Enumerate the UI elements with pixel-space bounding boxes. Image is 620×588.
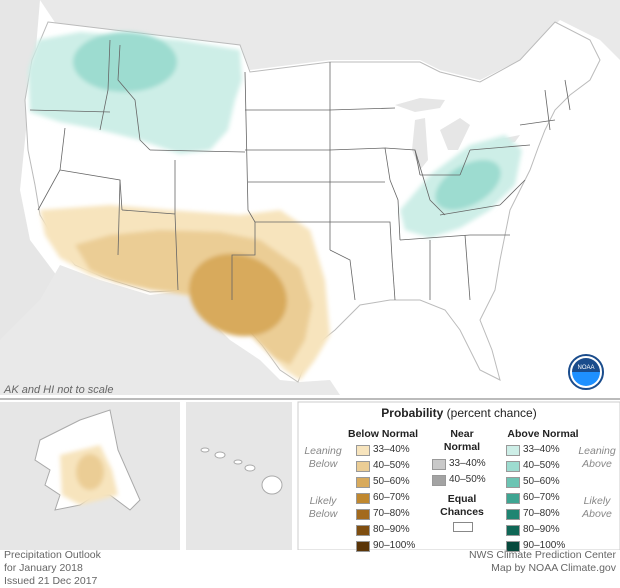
above-normal-swatch — [506, 525, 520, 536]
outlook-issued-date: Issued 21 Dec 2017 — [4, 575, 98, 587]
hawaii-islands — [200, 447, 283, 495]
near-normal-label: 40–50% — [449, 474, 486, 485]
equal-chances-line1: Equal — [447, 493, 477, 505]
above-normal-label: 40–50% — [523, 460, 560, 471]
likely-below-line1: Likely — [309, 495, 337, 507]
below-normal-label: 80–90% — [373, 524, 410, 535]
likely-below-label: Likely Below — [298, 495, 348, 521]
legend-title-rest: (percent chance) — [446, 406, 537, 420]
above-normal-swatch — [506, 541, 520, 552]
above-normal-swatch — [506, 509, 520, 520]
inset-divider — [0, 398, 620, 400]
below-normal-label: 60–70% — [373, 492, 410, 503]
above-normal-label: 70–80% — [523, 508, 560, 519]
equal-chances-swatch — [453, 522, 473, 532]
above-normal-swatch — [506, 461, 520, 472]
above-normal-swatch — [506, 477, 520, 488]
below-normal-label: 70–80% — [373, 508, 410, 519]
likely-above-label: Likely Above — [574, 495, 620, 521]
below-normal-label: 40–50% — [373, 460, 410, 471]
above-normal-label: 33–40% — [523, 444, 560, 455]
above-normal-label: 90–100% — [523, 540, 566, 551]
outlook-title-line1: Precipitation Outlook — [4, 549, 101, 561]
outlook-title: Precipitation Outlook for January 2018 I… — [4, 549, 101, 588]
leaning-above-line2: Above — [582, 458, 612, 470]
credit-cpc: NWS Climate Prediction Center — [468, 549, 616, 561]
above-normal-label: 80–90% — [523, 524, 560, 535]
above-normal-swatch — [506, 493, 520, 504]
legend-title-bold: Probability — [381, 406, 444, 420]
nw-above-40-50 — [73, 32, 177, 92]
outlook-title-line2: for January 2018 — [4, 562, 83, 574]
legend: Probability (percent chance) Below Norma… — [298, 402, 620, 552]
state-borders — [29, 39, 571, 301]
credits: NWS Climate Prediction Center Map by NOA… — [469, 549, 616, 575]
likely-above-line2: Above — [582, 508, 612, 520]
noaa-logo-text: NOAA — [577, 365, 594, 371]
below-normal-swatch — [356, 445, 370, 456]
leaning-above-label: Leaning Above — [574, 445, 620, 471]
near-normal-swatch — [432, 475, 446, 486]
above-normal-header: Above Normal — [507, 428, 579, 440]
likely-above-line1: Likely — [583, 495, 611, 507]
below-normal-swatch — [356, 461, 370, 472]
tx-below-50-60 — [189, 253, 287, 337]
hawaii-panel — [186, 402, 292, 550]
below-normal-swatch — [356, 509, 370, 520]
equal-chances-line2: Chances — [440, 506, 484, 518]
equal-chances-label: Equal Chances — [432, 493, 492, 519]
near-normal-label: 33–40% — [449, 458, 486, 469]
leaning-below-line1: Leaning — [304, 445, 342, 457]
footer-band — [0, 550, 620, 585]
likely-below-line2: Below — [308, 508, 338, 520]
alaska-below-40-50 — [76, 454, 104, 490]
leaning-below-label: Leaning Below — [298, 445, 348, 471]
below-normal-header: Below Normal — [347, 428, 418, 440]
below-normal-swatch — [356, 541, 370, 552]
credit-climate-gov: Map by NOAA Climate.gov — [491, 562, 616, 574]
above-normal-swatch — [506, 445, 520, 456]
leaning-below-line2: Below — [308, 458, 338, 470]
near-normal-header-line2: Normal — [443, 441, 481, 453]
below-normal-label: 50–60% — [373, 476, 410, 487]
canada-land — [40, 0, 620, 80]
above-normal-label: 50–60% — [523, 476, 560, 487]
ov-above-40-50 — [435, 160, 501, 210]
scale-note: AK and HI not to scale — [4, 384, 114, 396]
near-normal-header-line1: Near — [450, 428, 474, 440]
near-normal-header: Near Normal — [432, 428, 492, 454]
legend-title: Probability (percent chance) — [298, 406, 620, 420]
above-normal-label: 60–70% — [523, 492, 560, 503]
leaning-above-line1: Leaning — [578, 445, 616, 457]
noaa-logo: NOAA — [568, 354, 604, 390]
below-normal-swatch — [356, 477, 370, 488]
below-normal-label: 90–100% — [373, 540, 416, 551]
below-normal-swatch — [356, 525, 370, 536]
near-normal-swatch — [432, 459, 446, 470]
below-normal-label: 33–40% — [373, 444, 410, 455]
mexico-land — [0, 265, 340, 395]
below-normal-swatch — [356, 493, 370, 504]
